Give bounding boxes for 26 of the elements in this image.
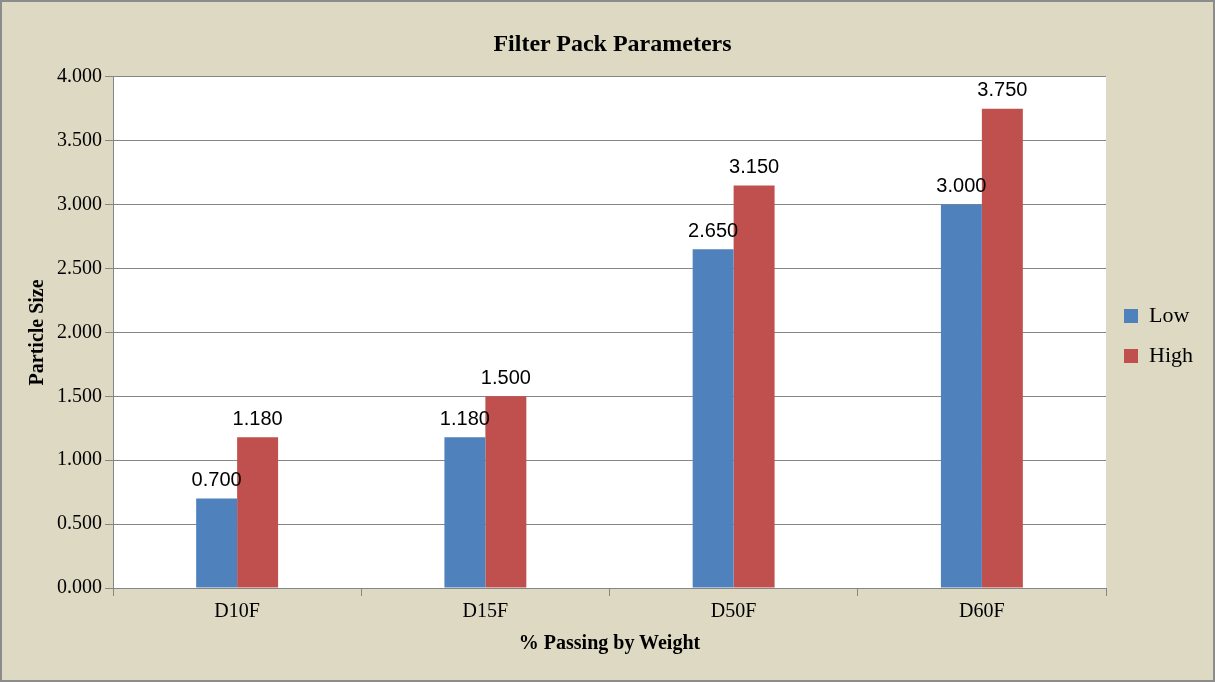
y-axis-title: Particle Size (25, 279, 48, 386)
bar (196, 498, 238, 588)
y-tick-label: 1.500 (57, 383, 102, 406)
x-axis-title: % Passing by Weight (518, 631, 701, 655)
x-tick-label: D10F (214, 599, 260, 622)
x-tick-label: D15F (462, 599, 509, 622)
y-tick-label: 2.500 (57, 255, 102, 278)
chart-title: Filter Pack Parameters (493, 29, 732, 56)
x-tick-label: D50F (710, 599, 757, 622)
x-tick-label: D60F (959, 599, 1005, 622)
bar (692, 249, 734, 588)
legend-label: Low (1149, 301, 1190, 327)
data-label: 1.180 (232, 406, 283, 429)
data-label: 3.150 (729, 154, 780, 177)
y-tick-label: 0.500 (57, 511, 102, 534)
y-tick-label: 4.000 (57, 64, 102, 87)
y-tick-label: 1.000 (57, 447, 102, 470)
data-label: 1.500 (480, 365, 531, 388)
y-tick-label: 2.000 (57, 319, 102, 342)
data-label: 3.750 (977, 78, 1028, 101)
bar (940, 204, 982, 588)
y-tick-label: 3.500 (57, 127, 102, 150)
bar (444, 437, 486, 588)
y-tick-label: 0.000 (57, 575, 102, 598)
legend-label: High (1149, 341, 1193, 367)
y-tick-label: 3.000 (57, 191, 102, 214)
